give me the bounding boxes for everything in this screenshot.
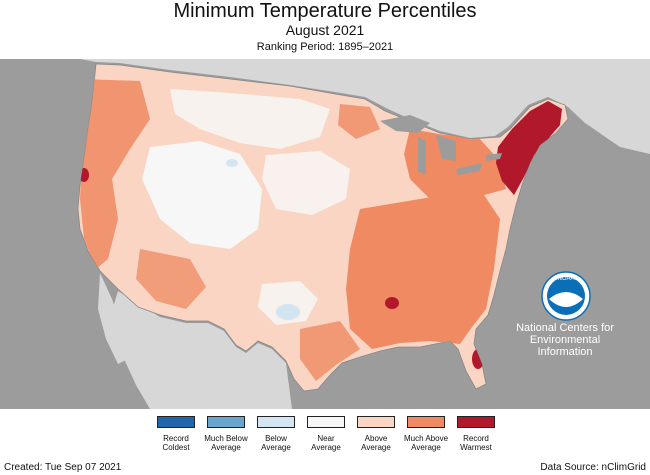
legend-item-much-above: Much Above Average — [402, 416, 450, 452]
noaa-bird-icon — [549, 292, 583, 307]
region-much-above-greatlakes — [404, 129, 506, 199]
noaa-logo-text: NOAA — [557, 276, 574, 282]
legend-swatch-above — [357, 416, 395, 428]
mexico-land — [112, 291, 292, 409]
region-much-above-minnesota — [338, 104, 380, 139]
legend-label-near: Near Average — [311, 434, 341, 452]
legend-item-below: Below Average — [252, 416, 300, 452]
agency-line-1: National Centers for — [516, 322, 614, 334]
legend-swatch-record-warmest — [457, 416, 495, 428]
agency-name: National Centers for Environmental Infor… — [500, 322, 630, 358]
agency-line-2: Environmental — [529, 334, 601, 346]
legend-label-below: Below Average — [261, 434, 291, 452]
legend-item-near: Near Average — [302, 416, 350, 452]
region-much-above-southeast — [346, 189, 500, 349]
legend: Record Coldest Much Below Average Below … — [152, 416, 500, 472]
lake-huron — [436, 135, 456, 161]
map-subtitle: August 2021 — [285, 22, 365, 38]
map-title: Minimum Temperature Percentiles — [173, 0, 477, 22]
legend-swatch-below — [257, 416, 295, 428]
agency-line-3: Information — [537, 346, 593, 358]
legend-label-above: Above Average — [361, 434, 391, 452]
legend-swatch-record-coldest — [157, 416, 195, 428]
region-much-above-gulf — [300, 321, 360, 381]
region-much-above-southwest — [136, 249, 206, 309]
noaa-logo: NOAA — [541, 271, 591, 321]
region-below-average-texas — [276, 304, 300, 320]
region-below-average-wyoming — [226, 159, 238, 167]
region-much-above-pacific — [80, 79, 150, 269]
legend-item-above: Above Average — [352, 416, 400, 452]
lake-ontario — [486, 153, 502, 161]
legend-label-record-coldest: Record Coldest — [162, 434, 190, 452]
baja-land — [98, 273, 128, 364]
legend-swatch-much-above — [407, 416, 445, 428]
legend-label-much-above: Much Above Average — [403, 434, 449, 452]
region-near-average-north — [170, 89, 330, 149]
legend-swatch-much-below — [207, 416, 245, 428]
region-near-average-plains — [262, 151, 350, 215]
legend-label-much-below: Much Below Average — [204, 434, 248, 452]
region-near-average-west — [142, 141, 262, 249]
ranking-period: Ranking Period: 1895–2021 — [256, 41, 394, 53]
created-date: Created: Tue Sep 07 2021 — [4, 462, 122, 473]
legend-swatch-near — [307, 416, 345, 428]
canada-land — [0, 59, 650, 154]
region-record-warmest-northeast — [496, 101, 562, 195]
legend-label-record-warmest: Record Warmest — [460, 434, 492, 452]
region-record-warmest-mississippi — [385, 297, 399, 309]
lake-michigan — [418, 137, 426, 175]
data-source: Data Source: nClimGrid — [540, 462, 646, 473]
legend-item-record-warmest: Record Warmest — [452, 416, 500, 452]
legend-item-record-coldest: Record Coldest — [152, 416, 200, 452]
region-near-average-texas — [258, 281, 318, 325]
percentile-map: NOAA — [0, 59, 650, 409]
legend-item-much-below: Much Below Average — [202, 416, 250, 452]
lake-erie — [456, 163, 482, 175]
lake-superior — [380, 115, 430, 133]
